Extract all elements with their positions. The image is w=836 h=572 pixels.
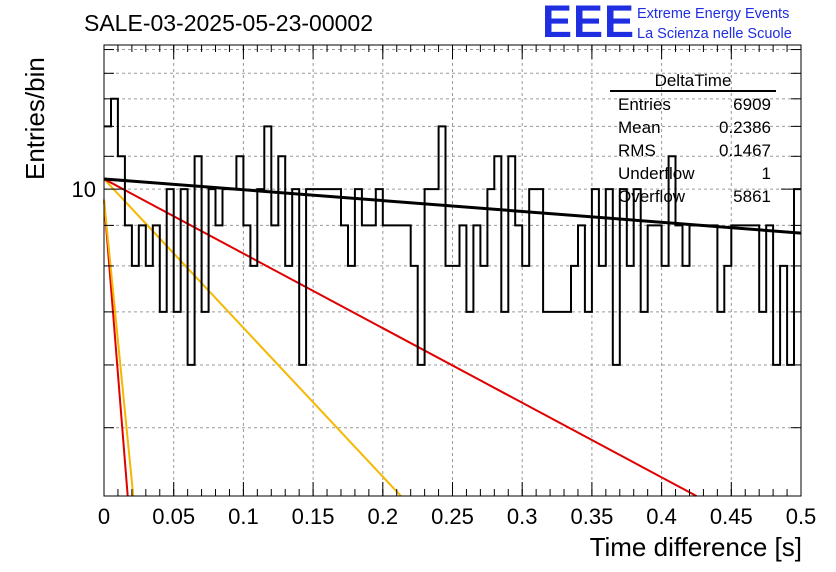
stats-value: 5861 bbox=[733, 187, 771, 206]
fit-line-red bbox=[103, 178, 697, 497]
x-tick-label: 0.3 bbox=[507, 504, 538, 529]
x-tick-label: 0.4 bbox=[646, 504, 677, 529]
x-tick-label: 0.25 bbox=[431, 504, 474, 529]
fit-line-yellow bbox=[103, 199, 135, 497]
stats-title: DeltaTime bbox=[655, 71, 732, 90]
stats-label: Overflow bbox=[618, 187, 686, 206]
tick-labels: 0 0.05 0.1 0.15 0.2 0.25 0.3 0.35 0.4 0.45 0.5 10 bbox=[72, 177, 817, 529]
eee-logo-mark: EEE bbox=[542, 0, 636, 47]
axis-ticks bbox=[103, 45, 802, 496]
logo-line-1: Extreme Energy Events bbox=[637, 6, 790, 22]
stats-value: 0.2386 bbox=[719, 118, 771, 137]
x-tick-label: 0.5 bbox=[786, 504, 817, 529]
stats-value: 6909 bbox=[733, 95, 771, 114]
x-tick-label: 0.15 bbox=[292, 504, 335, 529]
stats-label: RMS bbox=[618, 141, 656, 160]
stats-box: DeltaTime Entries 6909 Mean 0.2386 RMS 0.1467 U… bbox=[610, 71, 776, 206]
stats-label: Entries bbox=[618, 95, 671, 114]
logo-line-2: La Scienza nelle Scuole bbox=[637, 26, 792, 42]
x-tick-label: 0 bbox=[98, 504, 110, 529]
x-axis-label: Time difference [s] bbox=[589, 532, 802, 562]
x-tick-label: 0.45 bbox=[710, 504, 753, 529]
stats-value: 0.1467 bbox=[719, 141, 771, 160]
fit-line-yellow bbox=[103, 178, 402, 497]
stats-label: Mean bbox=[618, 118, 661, 137]
histogram bbox=[104, 97, 801, 366]
x-tick-label: 0.05 bbox=[152, 504, 195, 529]
stats-value: 1 bbox=[762, 164, 771, 183]
y-tick-label: 10 bbox=[72, 177, 96, 202]
histogram-steps bbox=[104, 97, 801, 366]
stats-label: Underflow bbox=[618, 164, 695, 183]
eee-logo: EEE Extreme Energy Events La Scienza nel… bbox=[542, 0, 832, 47]
fit-curves bbox=[103, 177, 802, 497]
chart-title: SALE-03-2025-05-23-00002 bbox=[84, 10, 373, 36]
x-tick-label: 0.35 bbox=[570, 504, 613, 529]
x-tick-label: 0.1 bbox=[228, 504, 259, 529]
x-tick-label: 0.2 bbox=[368, 504, 399, 529]
fit-line-black bbox=[103, 177, 802, 235]
